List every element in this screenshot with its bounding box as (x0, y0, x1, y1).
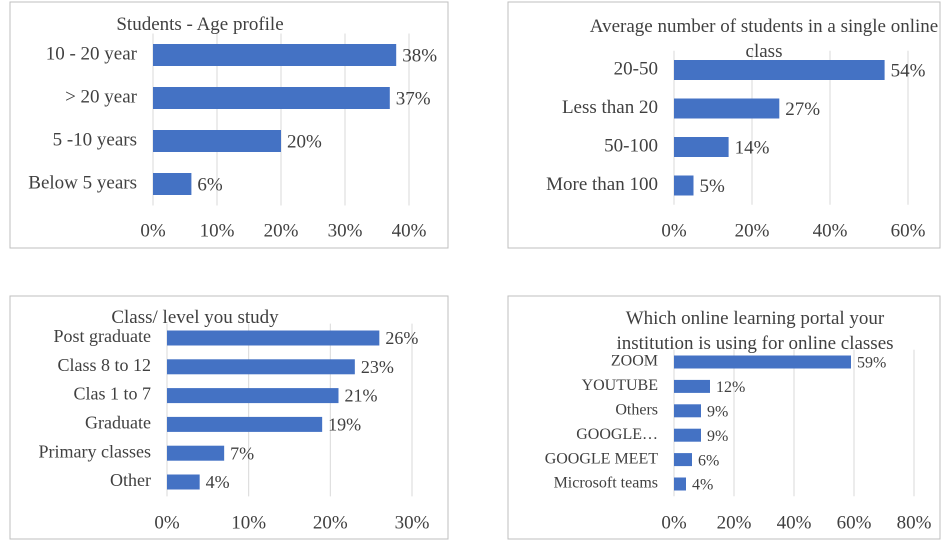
category-label: More than 100 (546, 174, 658, 195)
value-label: 6% (698, 452, 719, 469)
bar (167, 474, 200, 490)
panel-border (507, 295, 941, 540)
x-tick-label: 60% (837, 512, 872, 533)
panel-border (9, 1, 449, 249)
category-label: Primary classes (39, 441, 151, 461)
bar (674, 428, 701, 442)
x-tick-label: 10% (231, 512, 266, 533)
value-label: 9% (707, 428, 728, 445)
category-label: GOOGLE MEET (545, 450, 659, 467)
category-label: ZOOM (611, 353, 658, 370)
category-label: Post graduate (54, 326, 151, 346)
value-label: 5% (700, 176, 726, 197)
value-label: 14% (735, 137, 770, 158)
x-tick-label: 40% (813, 220, 848, 241)
chart-title: Class/ level you study (111, 307, 279, 328)
category-label: Others (615, 401, 658, 418)
category-label: Class 8 to 12 (57, 355, 151, 375)
value-label: 20% (287, 131, 322, 152)
panel-border (9, 295, 449, 540)
bar (153, 87, 390, 109)
value-label: 54% (891, 60, 926, 81)
category-label: Less than 20 (562, 97, 658, 118)
bar (674, 137, 729, 157)
bar (674, 477, 686, 491)
bar (674, 355, 851, 369)
value-label: 37% (396, 88, 431, 109)
value-label: 27% (785, 99, 820, 120)
bar (674, 404, 701, 418)
value-label: 4% (206, 472, 230, 492)
bar (167, 388, 339, 404)
x-tick-label: 40% (777, 512, 812, 533)
x-tick-label: 20% (313, 512, 348, 533)
bar (674, 379, 710, 393)
category-label: Clas 1 to 7 (73, 384, 151, 404)
bar (674, 175, 694, 196)
bar (167, 359, 355, 375)
bar (674, 453, 692, 467)
value-label: 23% (361, 357, 394, 377)
category-label: Other (110, 470, 151, 490)
x-tick-label: 0% (140, 220, 166, 241)
x-tick-label: 20% (264, 220, 299, 241)
x-tick-label: 0% (154, 512, 180, 533)
category-label: YOUTUBE (582, 377, 658, 394)
x-tick-label: 40% (392, 220, 427, 241)
x-tick-label: 30% (395, 512, 430, 533)
value-label: 4% (692, 477, 713, 494)
bar (153, 44, 397, 66)
x-tick-label: 30% (328, 220, 363, 241)
bar (167, 330, 380, 346)
category-label: GOOGLE… (576, 426, 658, 443)
x-tick-label: 0% (661, 512, 687, 533)
x-tick-label: 0% (661, 220, 687, 241)
chart-title: Which online learning portal your instit… (616, 308, 894, 354)
value-label: 26% (385, 328, 418, 348)
x-tick-label: 20% (735, 220, 770, 241)
bar (167, 416, 323, 432)
value-label: 6% (197, 174, 223, 195)
panel-border (507, 1, 941, 249)
x-tick-label: 60% (891, 220, 926, 241)
value-label: 7% (230, 443, 254, 463)
category-label: 20-50 (614, 58, 658, 79)
value-label: 38% (402, 45, 437, 66)
value-label: 19% (328, 415, 361, 435)
bar (153, 130, 281, 152)
category-label: Below 5 years (28, 172, 137, 193)
value-label: 21% (345, 386, 378, 406)
chart-title: Average number of students in a single o… (589, 16, 939, 62)
bar (167, 445, 225, 461)
category-label: > 20 year (65, 86, 138, 107)
value-label: 12% (716, 379, 745, 396)
category-label: 10 - 20 year (46, 43, 138, 64)
chart-title: Students - Age profile (116, 14, 284, 35)
bar (674, 60, 885, 80)
bar (674, 98, 780, 119)
x-tick-label: 10% (200, 220, 235, 241)
value-label: 59% (857, 355, 886, 372)
value-label: 9% (707, 403, 728, 420)
bar (153, 173, 192, 195)
x-tick-label: 20% (717, 512, 752, 533)
category-label: Graduate (85, 413, 151, 433)
category-label: 5 -10 years (53, 129, 137, 150)
category-label: Microsoft teams (554, 475, 658, 492)
x-tick-label: 80% (897, 512, 932, 533)
category-label: 50-100 (604, 135, 658, 156)
